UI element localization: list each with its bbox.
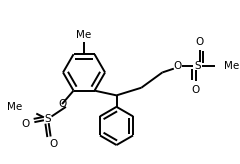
Text: Me: Me <box>224 61 240 71</box>
Text: O: O <box>58 99 66 109</box>
Text: O: O <box>174 61 182 71</box>
Text: S: S <box>194 61 201 71</box>
Text: O: O <box>49 139 58 149</box>
Text: S: S <box>44 114 51 124</box>
Text: O: O <box>195 37 204 47</box>
Text: Me: Me <box>76 30 92 40</box>
Text: O: O <box>22 119 30 129</box>
Text: O: O <box>192 85 200 95</box>
Text: Me: Me <box>7 102 22 112</box>
